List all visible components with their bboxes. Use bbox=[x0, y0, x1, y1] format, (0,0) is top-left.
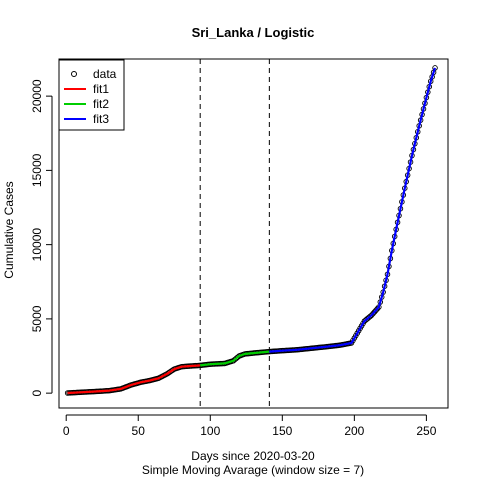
y-tick-label-15000: 15000 bbox=[30, 153, 44, 187]
plot-area: 0 50 100 150 200 250 0 5000 10000 15000 20000 bbox=[30, 58, 449, 438]
x-tick-label-0: 0 bbox=[63, 424, 70, 438]
data-point bbox=[373, 307, 379, 314]
x-tick-label-250: 250 bbox=[416, 424, 436, 438]
chart-subtitle: Simple Moving Avarage (window size = 7) bbox=[142, 463, 364, 477]
legend-box bbox=[58, 59, 125, 131]
data-point bbox=[371, 309, 378, 315]
y-tick-label-10000: 10000 bbox=[30, 228, 44, 262]
series-fit2-line bbox=[200, 350, 270, 367]
data-point bbox=[368, 312, 375, 318]
plot-frame bbox=[58, 58, 449, 409]
data-point bbox=[367, 313, 373, 320]
x-tick-label-50: 50 bbox=[132, 424, 146, 438]
chart-title: Sri_Lanka / Logistic bbox=[192, 25, 315, 40]
x-tick-label-100: 100 bbox=[200, 424, 220, 438]
legend: data fit1 fit2 fit3 bbox=[58, 59, 125, 131]
legend-label-fit3: fit3 bbox=[93, 112, 109, 126]
data-point bbox=[370, 310, 376, 317]
data-point bbox=[374, 305, 381, 312]
legend-label-fit2: fit2 bbox=[93, 97, 109, 111]
y-tick-label-20000: 20000 bbox=[30, 79, 44, 113]
y-tick-label-5000: 5000 bbox=[30, 305, 44, 332]
y-tick-label-0: 0 bbox=[30, 389, 44, 396]
legend-label-fit1: fit1 bbox=[93, 82, 109, 96]
x-axis-label: Days since 2020-03-20 bbox=[191, 449, 315, 463]
series-fit1-line bbox=[67, 364, 201, 395]
x-tick-label-150: 150 bbox=[272, 424, 292, 438]
series-fit3-line bbox=[269, 67, 437, 353]
legend-label-data: data bbox=[93, 67, 117, 81]
x-tick-label-200: 200 bbox=[344, 424, 364, 438]
y-axis-label: Cumulative Cases bbox=[2, 181, 16, 278]
legend-data-marker bbox=[71, 71, 77, 77]
data-point bbox=[234, 354, 241, 360]
